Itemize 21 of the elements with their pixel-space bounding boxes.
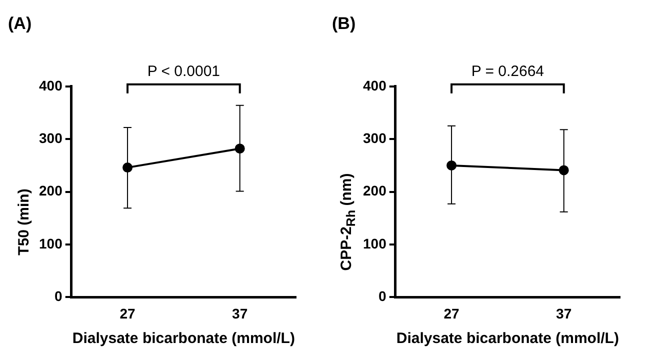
y-tick-label: 200: [363, 182, 387, 199]
y-tick-label: 300: [39, 130, 63, 146]
y-tick-label: 200: [39, 182, 63, 199]
x-tick-label: 27: [444, 305, 460, 322]
text: P = 0.2664: [471, 63, 544, 80]
text: P < 0.0001: [147, 63, 220, 80]
x-tick-label: 37: [556, 305, 572, 322]
chart-title: (B): [332, 14, 356, 33]
y-tick-label: 300: [363, 130, 387, 146]
y-tick-label: 0: [54, 288, 63, 304]
y-tick-label: 400: [39, 77, 63, 94]
x-tick-label: 37: [232, 305, 248, 322]
y-tick-label: 400: [363, 77, 387, 94]
x-axis-title: Dialysate bicarbonate (mmol/L): [72, 330, 295, 348]
y-axis-title: T50 (min): [16, 188, 32, 256]
chart-title: (A): [8, 14, 32, 33]
y-tick-label: 100: [363, 235, 387, 252]
y-tick-label: 0: [378, 288, 387, 304]
x-tick-label: 27: [120, 305, 136, 322]
y-tick-label: 100: [39, 235, 63, 252]
x-axis-title: Dialysate bicarbonate (mmol/L): [396, 330, 619, 348]
